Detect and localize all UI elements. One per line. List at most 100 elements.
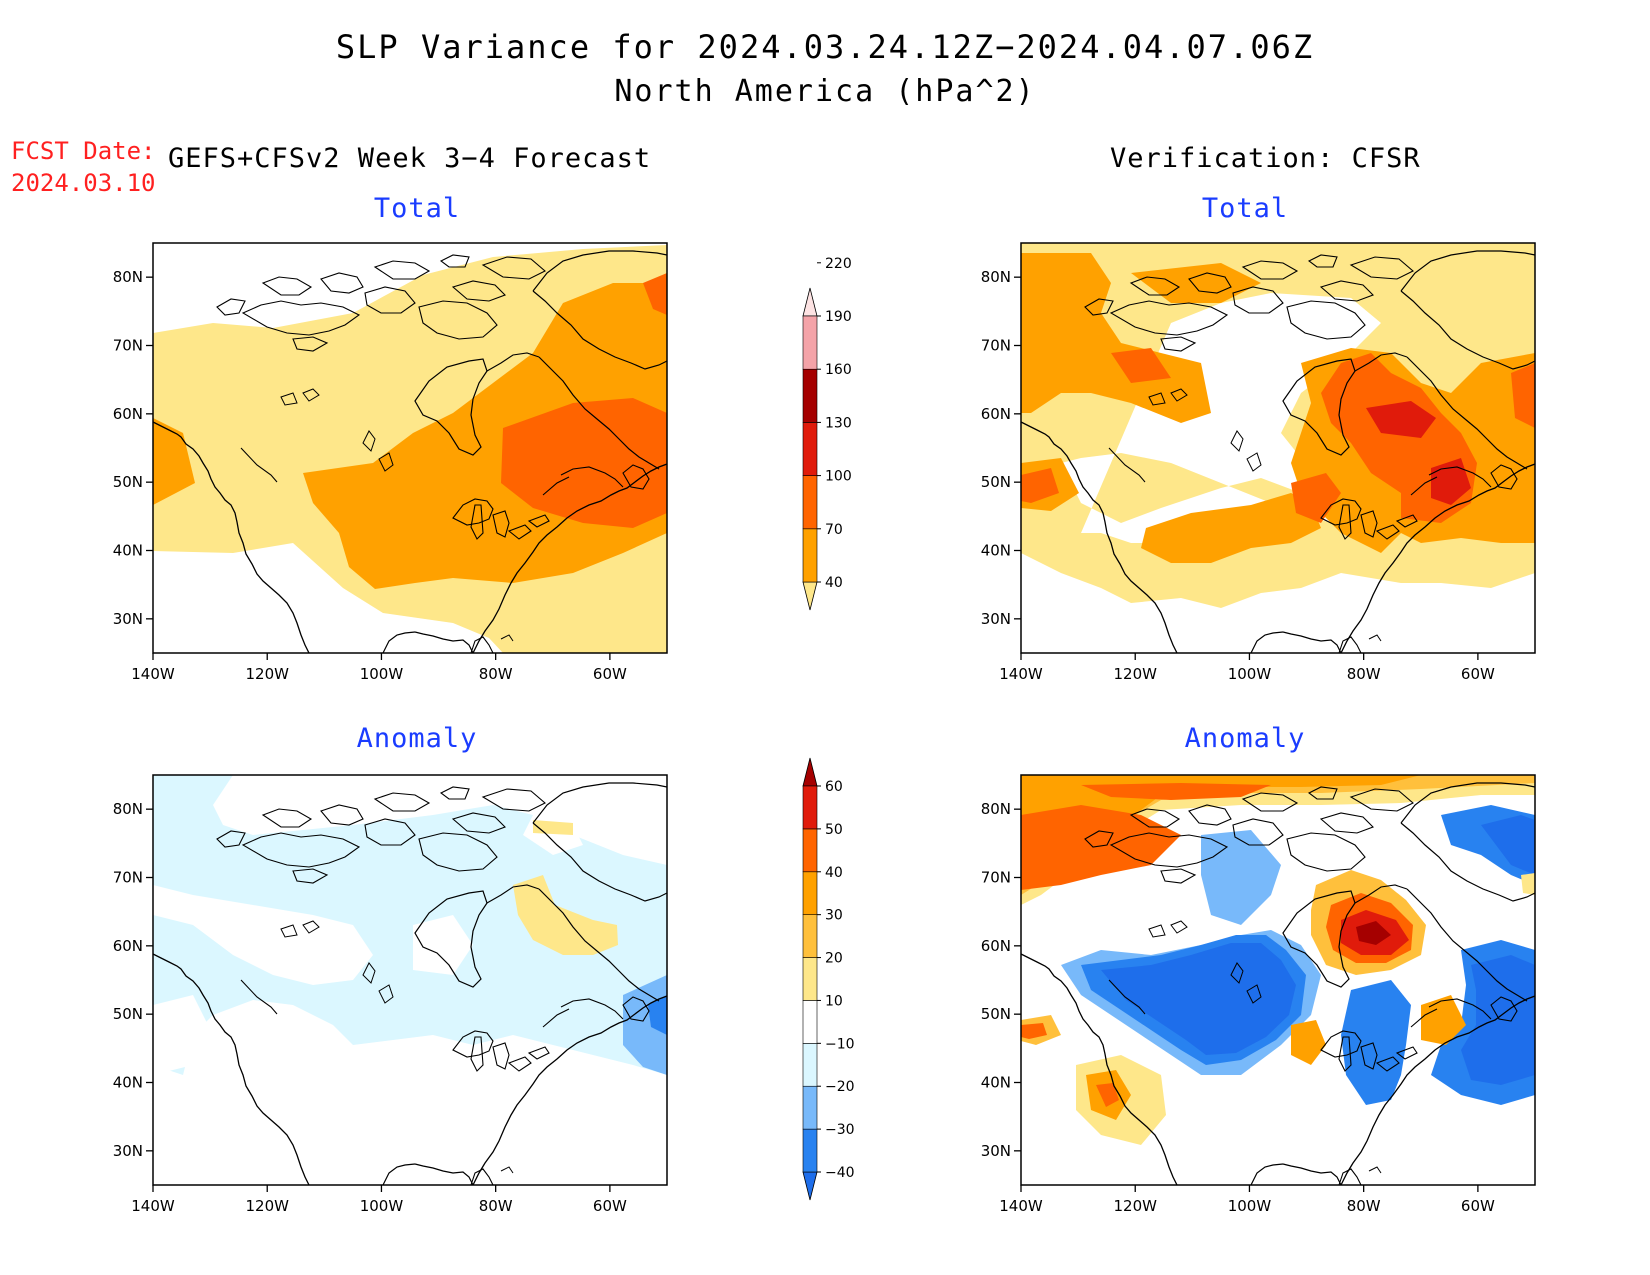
lon-tick-label: 60W — [593, 665, 627, 683]
colorbar-total: 40 70 100 130 160 190 220 — [802, 256, 852, 611]
verification-anomaly-map — [1020, 774, 1536, 1186]
colorbar-label: 60 — [825, 779, 843, 795]
colorbar-label: −10 — [825, 1036, 855, 1052]
lon-tick-label: 140W — [131, 665, 175, 683]
lat-tick-label: 40N — [981, 1074, 1011, 1092]
lat-tick-label: 60N — [113, 405, 143, 423]
colorbar-segment — [802, 828, 818, 873]
lon-tick-label: 100W — [1228, 665, 1272, 683]
lat-tick-label: 30N — [113, 610, 143, 628]
lon-tick-label: 120W — [245, 1197, 289, 1215]
shade-dark-orange — [1021, 805, 1181, 890]
lat-tick-label: 50N — [113, 473, 143, 491]
colorbar-label: 50 — [825, 822, 843, 838]
shade-orange-south — [1141, 493, 1321, 563]
lon-tick-label: 140W — [999, 1197, 1043, 1215]
colorbar-label: 130 — [825, 415, 852, 431]
map-frame — [152, 242, 668, 654]
lon-tick-label: 80W — [1347, 665, 1381, 683]
shade-orange-northwest — [1021, 253, 1211, 423]
colorbar-label: −40 — [825, 1165, 855, 1181]
colorbar-arrow-high — [802, 757, 818, 787]
lat-tick-label: 70N — [113, 337, 143, 355]
forecast-model-header: GEFS+CFSv2 Week 3−4 Forecast — [168, 143, 652, 174]
colorbar-arrow-high — [802, 287, 818, 317]
colorbar-segment — [802, 871, 818, 915]
colorbar-label: 20 — [825, 951, 843, 967]
lat-tick-label: 40N — [113, 542, 143, 560]
lon-tick-label: 100W — [360, 1197, 404, 1215]
shade-dark-blue — [1101, 943, 1296, 1055]
lon-tick-label: 100W — [360, 665, 404, 683]
colorbar-label: −20 — [825, 1079, 855, 1095]
colorbar-label: 220 — [825, 256, 852, 272]
colorbar-segment — [802, 475, 818, 530]
forecast-total-title: Total — [373, 193, 461, 224]
lat-tick-label: 50N — [981, 1005, 1011, 1023]
shade-pale-blue — [153, 775, 667, 1075]
map-frame — [1020, 242, 1536, 654]
colorbar-label: 40 — [825, 575, 843, 591]
colorbar-label: 160 — [825, 362, 852, 378]
shade-red — [1366, 401, 1436, 438]
fcst-date-label: FCST Date: — [11, 137, 156, 165]
lon-tick-label: 80W — [479, 1197, 513, 1215]
shade-dark-orange — [501, 398, 667, 528]
colorbar-label: 40 — [825, 865, 843, 881]
colorbar-arrow-low — [802, 581, 818, 611]
lon-tick-label: 140W — [131, 1197, 175, 1215]
figure-subtitle: North America (hPa^2) — [614, 74, 1036, 109]
colorbar-segment — [802, 1000, 818, 1044]
lat-tick-label: 50N — [113, 1005, 143, 1023]
colorbar-label: 30 — [825, 908, 843, 924]
lon-tick-label: 120W — [245, 665, 289, 683]
lat-tick-label: 60N — [981, 937, 1011, 955]
lon-tick-label: 100W — [1228, 1197, 1272, 1215]
figure-title: SLP Variance for 2024.03.24.12Z−2024.04.… — [335, 28, 1315, 66]
colorbar-segment — [802, 528, 818, 583]
forecast-anomaly-title: Anomaly — [356, 723, 478, 754]
colorbar-segment — [802, 785, 818, 830]
axes-layer: 140W 120W 100W 80W 60W 80N 70N 60N 50N 40N 30N 140W… — [113, 268, 1495, 1215]
lon-tick-label: 60W — [1461, 1197, 1495, 1215]
map-frame — [1020, 774, 1536, 1186]
lon-tick-label: 80W — [1347, 1197, 1381, 1215]
verification-total-map — [1020, 242, 1536, 654]
lat-tick-label: 70N — [981, 337, 1011, 355]
lon-tick-label: 80W — [479, 665, 513, 683]
colorbar-label: 70 — [825, 522, 843, 538]
map-frame — [152, 774, 668, 1186]
shade-dark-red — [1356, 921, 1391, 945]
shade-orange-west — [153, 418, 195, 505]
lat-tick-label: 80N — [981, 800, 1011, 818]
lat-tick-label: 80N — [113, 800, 143, 818]
colorbar-segment — [802, 914, 818, 958]
colorbar-segment — [802, 422, 818, 476]
verification-header: Verification: CFSR — [1110, 143, 1421, 174]
colorbar-anomaly: −40 −30 −20 −10 10 20 30 40 50 60 — [802, 757, 855, 1201]
verification-total-title: Total — [1201, 193, 1289, 224]
forecast-anomaly-map — [152, 774, 668, 1186]
fcst-date-value: 2024.03.10 — [11, 169, 156, 197]
colorbar-label: 10 — [825, 993, 843, 1009]
colorbar-segment — [802, 1085, 818, 1130]
lat-tick-label: 80N — [981, 268, 1011, 286]
colorbar-arrow-low — [802, 1171, 818, 1201]
lat-tick-label: 70N — [981, 869, 1011, 887]
colorbar-segment — [802, 1128, 818, 1173]
colorbar-label: 190 — [825, 309, 852, 325]
colorbar-segment — [802, 957, 818, 1001]
colorbar-label: 100 — [825, 469, 852, 485]
lon-tick-label: 120W — [1113, 1197, 1157, 1215]
lon-tick-label: 120W — [1113, 665, 1157, 683]
colorbar-segment — [802, 368, 818, 423]
shade-orange — [1021, 775, 1421, 887]
lat-tick-label: 50N — [981, 473, 1011, 491]
lat-tick-label: 60N — [113, 937, 143, 955]
lat-tick-label: 60N — [981, 405, 1011, 423]
lon-tick-label: 140W — [999, 665, 1043, 683]
lat-tick-label: 30N — [981, 610, 1011, 628]
forecast-total-map — [152, 242, 668, 654]
lat-tick-label: 40N — [113, 1074, 143, 1092]
